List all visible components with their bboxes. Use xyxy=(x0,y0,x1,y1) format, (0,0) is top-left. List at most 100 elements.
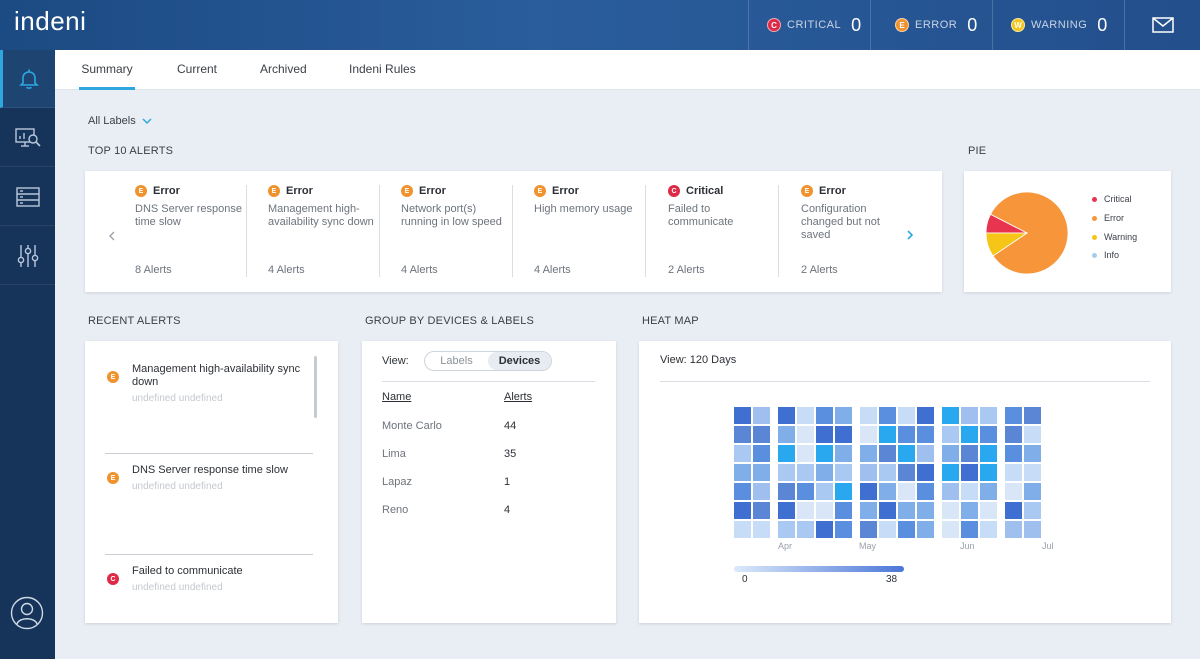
heat-map-cell[interactable] xyxy=(778,407,795,424)
heat-map-cell[interactable] xyxy=(835,483,852,500)
heat-map-cell[interactable] xyxy=(980,464,997,481)
heat-map-cell[interactable] xyxy=(734,445,751,462)
heat-map-cell[interactable] xyxy=(734,407,751,424)
heat-map-cell[interactable] xyxy=(835,521,852,538)
top-alert-item[interactable]: E Error Network port(s) running in low sp… xyxy=(401,185,509,281)
heat-map-cell[interactable] xyxy=(753,464,770,481)
device-name[interactable]: Lapaz xyxy=(382,476,412,488)
heat-map-cell[interactable] xyxy=(816,445,833,462)
heat-map-cell[interactable] xyxy=(942,407,959,424)
heat-map-cell[interactable] xyxy=(797,483,814,500)
heat-map-cell[interactable] xyxy=(942,502,959,519)
sidebar-item-monitoring[interactable] xyxy=(0,109,55,167)
heat-map-cell[interactable] xyxy=(1024,426,1041,443)
tab-archived[interactable]: Archived xyxy=(260,62,307,76)
heat-map-cell[interactable] xyxy=(797,445,814,462)
heat-map-cell[interactable] xyxy=(942,521,959,538)
heat-map-cell[interactable] xyxy=(797,426,814,443)
heat-map-cell[interactable] xyxy=(1024,483,1041,500)
heat-map-cell[interactable] xyxy=(942,464,959,481)
user-profile-button[interactable] xyxy=(10,596,44,635)
heat-map-cell[interactable] xyxy=(753,521,770,538)
heat-map-cell[interactable] xyxy=(816,464,833,481)
heat-map-cell[interactable] xyxy=(753,483,770,500)
device-name[interactable]: Lima xyxy=(382,448,406,460)
toggle-labels[interactable]: Labels xyxy=(440,355,473,367)
view-toggle[interactable]: Labels Devices xyxy=(424,351,552,371)
heat-map-cell[interactable] xyxy=(898,407,915,424)
heat-map-cell[interactable] xyxy=(778,521,795,538)
heat-map-cell[interactable] xyxy=(797,502,814,519)
sidebar-item-alerts[interactable] xyxy=(0,50,55,108)
heat-map-cell[interactable] xyxy=(1024,502,1041,519)
heat-map-cell[interactable] xyxy=(816,426,833,443)
heat-map-cell[interactable] xyxy=(835,426,852,443)
heat-map-cell[interactable] xyxy=(734,521,751,538)
tab-indeni-rules[interactable]: Indeni Rules xyxy=(349,62,416,76)
heat-map-cell[interactable] xyxy=(980,407,997,424)
heat-map-cell[interactable] xyxy=(961,464,978,481)
heat-map-cell[interactable] xyxy=(734,502,751,519)
top-alert-item[interactable]: E Error Management high-availability sync… xyxy=(268,185,376,281)
sidebar-item-devices[interactable] xyxy=(0,168,55,226)
heat-map-cell[interactable] xyxy=(1005,502,1022,519)
heat-map-cell[interactable] xyxy=(961,521,978,538)
device-name[interactable]: Reno xyxy=(382,504,409,516)
heat-map-cell[interactable] xyxy=(879,464,896,481)
heat-map-cell[interactable] xyxy=(797,464,814,481)
heat-map-cell[interactable] xyxy=(753,502,770,519)
heat-map-cell[interactable] xyxy=(980,445,997,462)
heat-map-cell[interactable] xyxy=(778,464,795,481)
heat-map-cell[interactable] xyxy=(778,502,795,519)
heat-map-cell[interactable] xyxy=(816,521,833,538)
tab-summary[interactable]: Summary xyxy=(79,50,135,90)
heat-map-cell[interactable] xyxy=(898,426,915,443)
heat-map-cell[interactable] xyxy=(753,445,770,462)
heat-map-cell[interactable] xyxy=(942,483,959,500)
heat-map-cell[interactable] xyxy=(1005,407,1022,424)
heat-map-cell[interactable] xyxy=(860,521,877,538)
heat-map-cell[interactable] xyxy=(917,521,934,538)
heat-map-cell[interactable] xyxy=(816,483,833,500)
heat-map-cell[interactable] xyxy=(1005,521,1022,538)
heat-map-cell[interactable] xyxy=(898,521,915,538)
heat-map-cell[interactable] xyxy=(778,445,795,462)
heat-map-range-label[interactable]: View: 120 Days xyxy=(660,354,737,366)
critical-counter[interactable]: C CRITICAL 0 xyxy=(748,0,870,50)
heat-map-cell[interactable] xyxy=(898,502,915,519)
heat-map-cell[interactable] xyxy=(961,445,978,462)
heat-map-cell[interactable] xyxy=(753,426,770,443)
heat-map-cell[interactable] xyxy=(1024,407,1041,424)
heat-map-cell[interactable] xyxy=(734,464,751,481)
heat-map-cell[interactable] xyxy=(1005,464,1022,481)
heat-map-cell[interactable] xyxy=(961,483,978,500)
heat-map-cell[interactable] xyxy=(879,407,896,424)
heat-map-cell[interactable] xyxy=(835,464,852,481)
heat-map-cell[interactable] xyxy=(860,426,877,443)
heat-map-cell[interactable] xyxy=(980,502,997,519)
heat-map-cell[interactable] xyxy=(961,407,978,424)
toggle-devices[interactable]: Devices xyxy=(488,352,551,370)
heat-map-cell[interactable] xyxy=(1005,445,1022,462)
heat-map-cell[interactable] xyxy=(879,521,896,538)
heat-map-cell[interactable] xyxy=(917,445,934,462)
heat-map-cell[interactable] xyxy=(860,445,877,462)
pie-slice-error[interactable] xyxy=(989,191,1069,275)
heat-map-cell[interactable] xyxy=(879,445,896,462)
column-header-alerts[interactable]: Alerts xyxy=(504,391,533,403)
warning-counter[interactable]: W WARNING 0 xyxy=(992,0,1124,50)
heat-map-cell[interactable] xyxy=(942,426,959,443)
heat-map-cell[interactable] xyxy=(835,407,852,424)
heat-map-cell[interactable] xyxy=(1024,464,1041,481)
heat-map-cell[interactable] xyxy=(917,464,934,481)
top-alert-item[interactable]: C Critical Failed to communicate 2 Alerts xyxy=(668,185,776,281)
heat-map-cell[interactable] xyxy=(778,426,795,443)
heat-map-cell[interactable] xyxy=(898,483,915,500)
indeni-logo[interactable]: indeni xyxy=(14,6,87,36)
heat-map-cell[interactable] xyxy=(898,445,915,462)
error-counter[interactable]: E ERROR 0 xyxy=(870,0,992,50)
heat-map-cell[interactable] xyxy=(816,407,833,424)
device-name[interactable]: Monte Carlo xyxy=(382,420,442,432)
tab-current[interactable]: Current xyxy=(177,62,218,76)
mail-button[interactable] xyxy=(1124,0,1200,50)
